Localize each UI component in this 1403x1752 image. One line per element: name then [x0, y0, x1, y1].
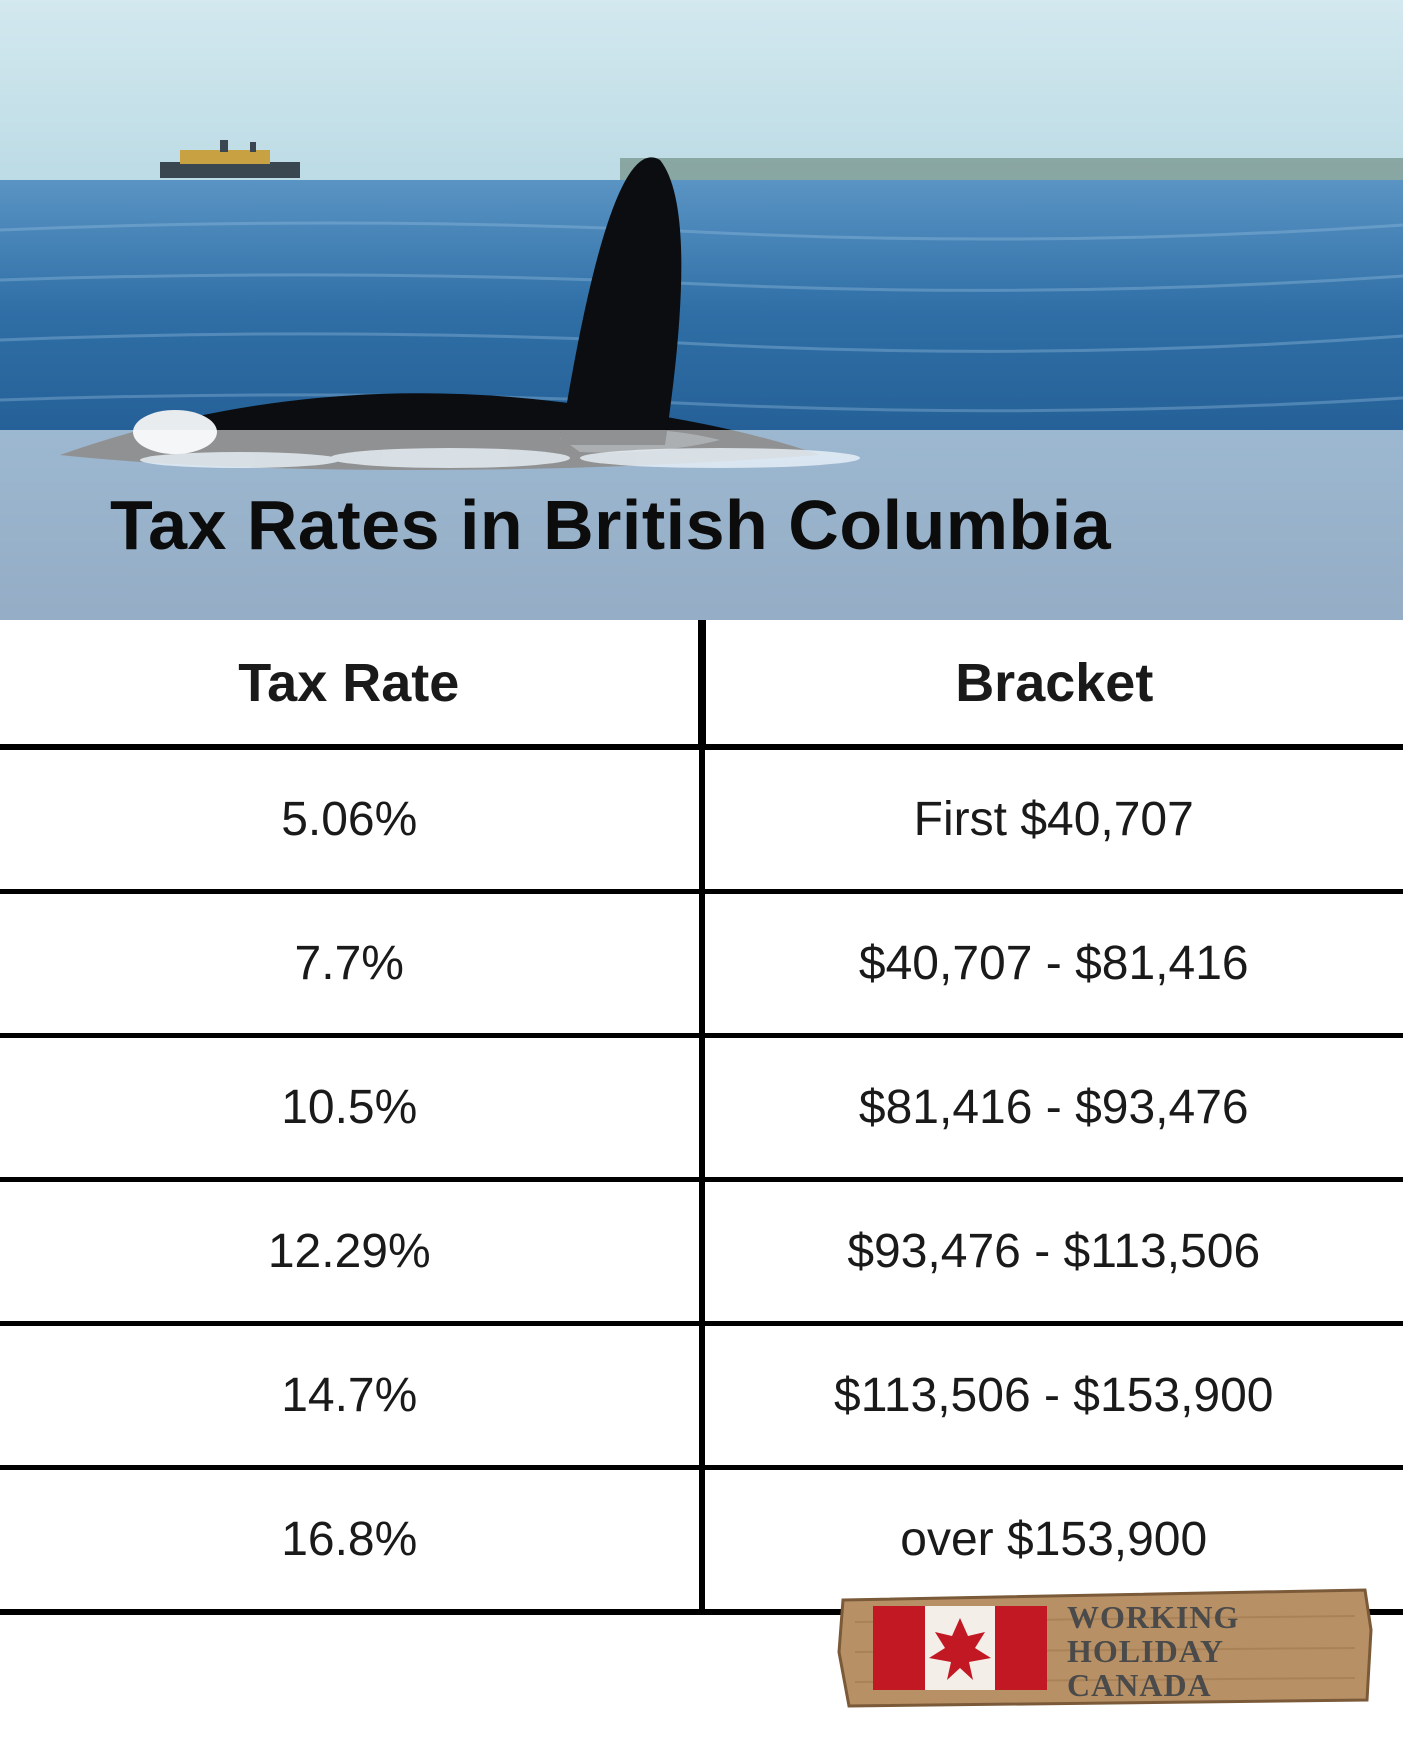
col-header-rate: Tax Rate: [0, 620, 702, 747]
table-row: 14.7% $113,506 - $153,900: [0, 1324, 1403, 1468]
cell-rate: 14.7%: [0, 1324, 702, 1468]
table-row: 10.5% $81,416 - $93,476: [0, 1036, 1403, 1180]
hero-image: Tax Rates in British Columbia: [0, 0, 1403, 620]
cell-rate: 7.7%: [0, 892, 702, 1036]
cell-bracket: $93,476 - $113,506: [702, 1180, 1403, 1324]
cell-bracket: $40,707 - $81,416: [702, 892, 1403, 1036]
cell-bracket: $113,506 - $153,900: [702, 1324, 1403, 1468]
cell-bracket: $81,416 - $93,476: [702, 1036, 1403, 1180]
tax-table: Tax Rate Bracket 5.06% First $40,707 7.7…: [0, 620, 1403, 1615]
tax-table-wrap: Tax Rate Bracket 5.06% First $40,707 7.7…: [0, 620, 1403, 1615]
table-header-row: Tax Rate Bracket: [0, 620, 1403, 747]
cell-rate: 16.8%: [0, 1468, 702, 1613]
cell-bracket: First $40,707: [702, 747, 1403, 892]
cell-rate: 5.06%: [0, 747, 702, 892]
logo-line2: HOLIDAY: [1067, 1633, 1224, 1669]
col-header-bracket: Bracket: [702, 620, 1403, 747]
table-row: 12.29% $93,476 - $113,506: [0, 1180, 1403, 1324]
logo-line1: WORKING: [1067, 1599, 1239, 1635]
title-strip: Tax Rates in British Columbia: [0, 430, 1403, 620]
cell-rate: 12.29%: [0, 1180, 702, 1324]
logo-line3: CANADA: [1067, 1667, 1212, 1703]
table-row: 7.7% $40,707 - $81,416: [0, 892, 1403, 1036]
cell-rate: 10.5%: [0, 1036, 702, 1180]
brand-logo: WORKING HOLIDAY CANADA: [835, 1582, 1375, 1712]
table-row: 5.06% First $40,707: [0, 747, 1403, 892]
page-title: Tax Rates in British Columbia: [110, 485, 1111, 565]
